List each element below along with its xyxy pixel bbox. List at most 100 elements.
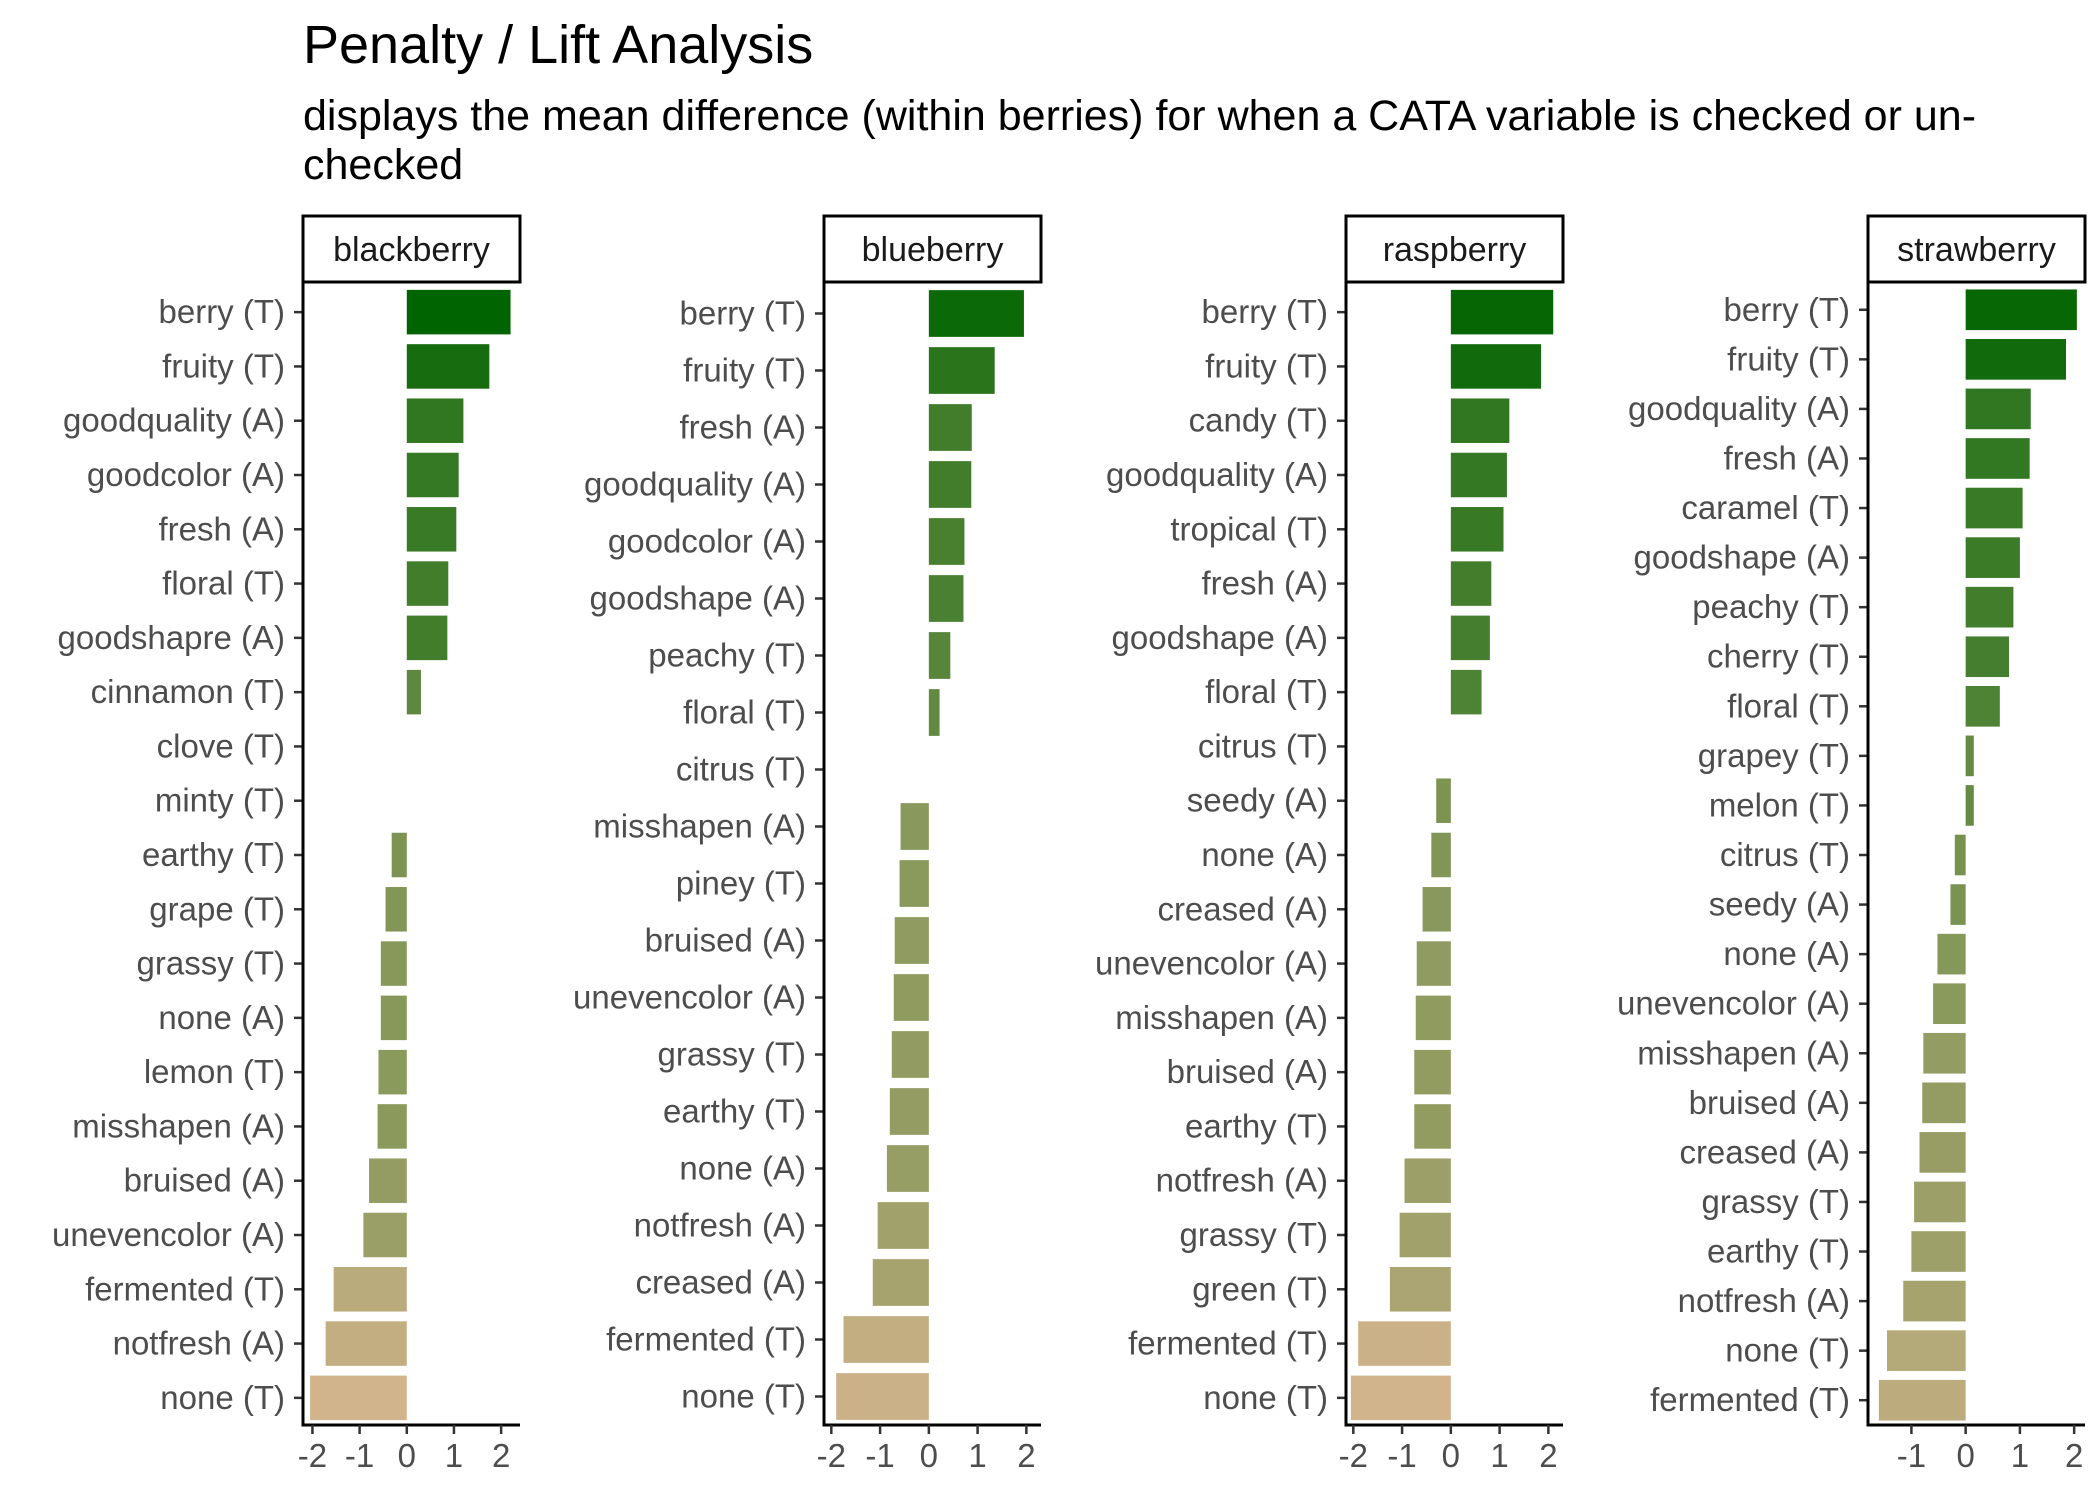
chart-title: Penalty / Lift Analysis — [303, 15, 814, 75]
y-tick-label: floral (T) — [1727, 687, 1850, 724]
x-tick-label: 1 — [1490, 1437, 1508, 1474]
chart-subtitle: displays the mean difference (within ber… — [303, 92, 1977, 189]
bar — [377, 1104, 407, 1149]
y-tick-label: bruised (A) — [1689, 1084, 1850, 1121]
bar — [333, 1267, 407, 1312]
bar — [1965, 289, 2077, 331]
bar — [325, 1321, 407, 1366]
facet-strip-label: strawberry — [1897, 231, 2056, 269]
y-tick-label: fermented (T) — [606, 1321, 806, 1358]
facet-strip-label: blackberry — [333, 231, 490, 269]
bar — [1450, 452, 1507, 498]
x-tick-label: 1 — [445, 1437, 463, 1474]
y-tick-label: fermented (T) — [85, 1270, 285, 1307]
y-tick-label: grape (T) — [149, 890, 285, 927]
facet-strip — [822, 214, 1043, 284]
y-tick-label: earthy (T) — [1707, 1233, 1850, 1270]
x-tick-label: -1 — [345, 1437, 374, 1474]
y-tick-label: fruity (T) — [1727, 340, 1850, 377]
x-tick-label: -1 — [865, 1437, 894, 1474]
x-tick-label: 2 — [1539, 1437, 1557, 1474]
bar — [1923, 1032, 1966, 1074]
bar — [1965, 685, 2000, 727]
bar — [406, 398, 464, 443]
y-tick-label: none (T) — [681, 1378, 806, 1415]
bar — [928, 575, 964, 622]
y-tick-label: floral (T) — [1205, 673, 1328, 710]
bar — [1399, 1212, 1451, 1258]
y-tick-label: goodshape (A) — [1112, 619, 1328, 656]
y-tick-label: none (A) — [1201, 836, 1328, 873]
bar — [900, 803, 929, 850]
y-tick-label: melon (T) — [1709, 786, 1850, 823]
y-tick-label: goodquality (A) — [1106, 456, 1328, 493]
bar — [1358, 1321, 1451, 1366]
y-tick-label: notfresh (A) — [113, 1325, 285, 1362]
y-tick-label: fermented (T) — [1128, 1325, 1328, 1362]
bar — [891, 1031, 929, 1078]
bar — [1422, 887, 1451, 932]
bar — [1389, 1267, 1451, 1312]
y-tick-label: unevencolor (A) — [52, 1216, 285, 1253]
bar — [1404, 1158, 1451, 1203]
y-tick-label: bruised (A) — [124, 1162, 285, 1199]
y-tick-label: bruised (A) — [1167, 1053, 1328, 1090]
bar — [1450, 561, 1492, 606]
bar — [385, 887, 407, 932]
y-tick-label: creased (A) — [635, 1264, 806, 1301]
x-tick-label: 2 — [2065, 1437, 2083, 1474]
bar — [893, 974, 929, 1021]
bar — [1965, 388, 2031, 430]
facet-strip — [1866, 214, 2087, 284]
bar — [843, 1316, 929, 1363]
facet-strip — [1344, 214, 1565, 284]
y-tick-label: fruity (T) — [683, 352, 806, 389]
bar — [1965, 785, 1974, 826]
bar — [928, 461, 972, 508]
bar — [1965, 636, 2010, 678]
y-tick-label: citrus (T) — [1198, 727, 1328, 764]
bar — [928, 632, 951, 679]
bar — [1950, 884, 1966, 925]
bar — [1911, 1231, 1966, 1272]
y-tick-label: fresh (A) — [158, 510, 285, 547]
y-tick-label: peachy (T) — [1692, 588, 1850, 625]
y-tick-label: notfresh (A) — [1156, 1162, 1328, 1199]
y-tick-label: goodquality (A) — [63, 402, 285, 439]
y-tick-label: berry (T) — [1202, 293, 1329, 330]
y-tick-label: misshapen (A) — [1637, 1034, 1850, 1071]
x-tick-label: -1 — [1897, 1437, 1926, 1474]
y-tick-label: none (A) — [158, 999, 285, 1036]
y-tick-label: bruised (A) — [645, 922, 806, 959]
y-tick-label: unevencolor (A) — [1617, 985, 1850, 1022]
y-tick-label: goodshape (A) — [590, 580, 806, 617]
bar — [1954, 834, 1966, 876]
x-tick-label: 2 — [492, 1437, 510, 1474]
bar — [1450, 507, 1504, 552]
bar — [380, 995, 407, 1041]
bar — [928, 347, 995, 394]
bar — [1922, 1082, 1966, 1124]
bar — [406, 507, 457, 552]
x-tick-label: -2 — [1339, 1437, 1368, 1474]
bar — [928, 518, 965, 565]
y-tick-label: grassy (T) — [137, 945, 286, 982]
y-tick-label: lemon (T) — [144, 1053, 285, 1090]
x-tick-label: 1 — [2011, 1437, 2029, 1474]
facet-strip-label: blueberry — [862, 231, 1004, 269]
x-tick-label: 2 — [1017, 1437, 1035, 1474]
y-tick-label: floral (T) — [162, 565, 285, 602]
y-tick-label: berry (T) — [680, 295, 807, 332]
y-tick-label: minty (T) — [155, 782, 285, 819]
bar — [1431, 832, 1451, 878]
y-tick-label: goodquality (A) — [584, 466, 806, 503]
y-tick-label: citrus (T) — [676, 751, 806, 788]
y-tick-label: seedy (A) — [1187, 782, 1328, 819]
bar — [369, 1158, 407, 1203]
facet-strip — [301, 214, 522, 284]
y-tick-label: earthy (T) — [142, 836, 285, 873]
y-tick-label: creased (A) — [1157, 890, 1328, 927]
bar — [406, 561, 449, 606]
y-tick-label: goodcolor (A) — [608, 523, 806, 560]
